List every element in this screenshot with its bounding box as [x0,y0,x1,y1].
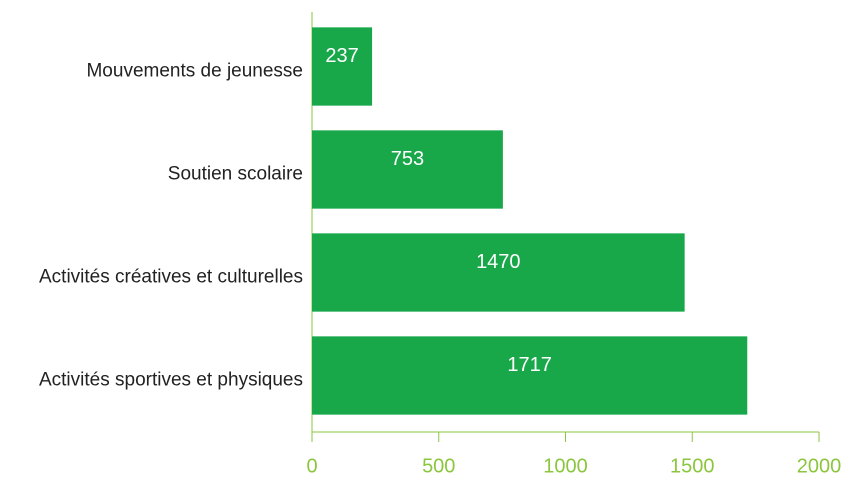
x-tick-label: 1500 [670,455,715,477]
value-label: 753 [391,148,424,170]
x-tick-label: 0 [306,455,317,477]
y-tick-label: Activités sportives et physiques [39,370,303,391]
x-tick-label: 500 [422,455,455,477]
bar [312,336,748,415]
value-label: 237 [325,45,358,67]
bar [312,233,685,312]
value-label: 1717 [507,354,552,376]
y-tick-label: Activités créatives et culturelles [39,267,303,288]
bar [312,130,503,209]
x-tick-label: 1000 [543,455,588,477]
y-tick-label: Soutien scolaire [168,164,303,185]
bar [312,27,373,106]
y-tick-label: Mouvements de jeunesse [86,61,303,82]
value-label: 1470 [476,251,521,273]
x-tick-label: 2000 [797,455,842,477]
